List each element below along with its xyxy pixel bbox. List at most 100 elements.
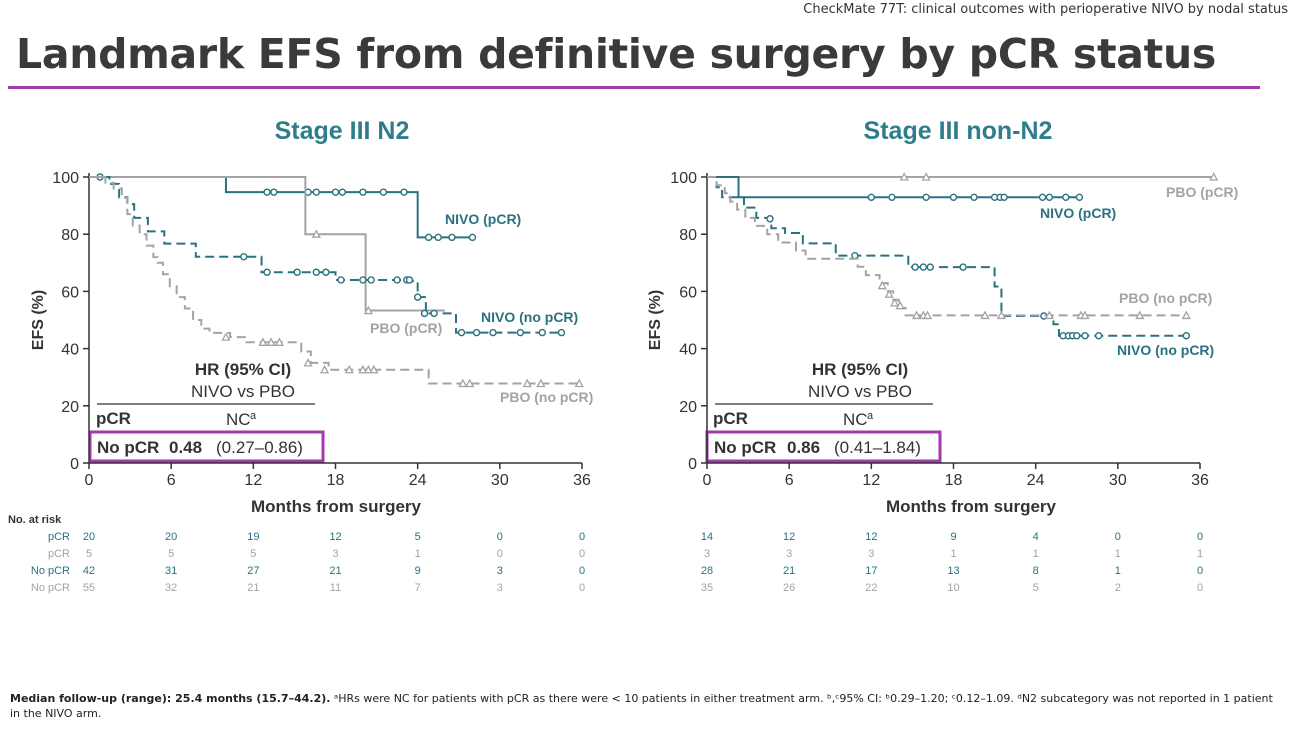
chart-1-risk-value: 55 [83, 582, 95, 594]
chart-1-censor-nivo-pcr [331, 188, 340, 196]
chart-1-risk-row-label: pCR [48, 548, 70, 560]
chart-2-risk-value: 4 [1033, 531, 1039, 543]
chart-2-ylabel: EFS (%) [647, 290, 664, 350]
chart-1-censor-nivo-no-pcr [263, 268, 271, 276]
chart-1-censor-nivo-pcr [312, 188, 321, 196]
chart-2-risk-value: 12 [783, 531, 795, 543]
chart-2-risk-value: 1 [1115, 565, 1121, 577]
chart-1-censor-pbo-no-pcr [258, 337, 268, 346]
chart-2-censor-pbo-no-pcr [890, 297, 900, 307]
chart-1-risk-row-label: pCR [48, 531, 70, 543]
chart-1-risk-value: 0 [579, 531, 585, 543]
chart-1-censor-nivo-no-pcr [240, 253, 248, 261]
chart-1-risk-value: 0 [497, 548, 503, 560]
chart-2-censor-nivo-pcr [970, 193, 978, 202]
chart-1-censor-nivo-no-pcr [367, 276, 375, 284]
chart-1-censor-nivo-no-pcr [420, 309, 429, 318]
footnote-bold: Median follow-up (range): 25.4 months (1… [10, 692, 331, 705]
chart-2-censor-nivo-no-pcr [919, 263, 928, 271]
chart-1-risk-value: 3 [497, 565, 503, 577]
chart-2-censor-nivo-pcr [1062, 193, 1070, 202]
chart-1-censor-pbo-no-pcr [522, 378, 532, 388]
footnote: Median follow-up (range): 25.4 months (1… [10, 691, 1280, 721]
chart-1-nopcr-hr: 0.48 [169, 438, 202, 457]
chart-2-ytick-label: 100 [670, 170, 697, 187]
chart-1-ytick-label: 0 [70, 456, 79, 473]
chart-1-curve-pbo-no-pcr [89, 176, 582, 385]
chart-2-ytick-label: 80 [679, 227, 697, 244]
chart-1-censor-pbo-no-pcr [369, 364, 379, 374]
chart-1-curve-nivo-no-pcr [89, 176, 562, 334]
chart-1-censor-pbo-pcr [363, 305, 373, 315]
chart-2-risk-value: 35 [701, 582, 713, 594]
chart-2-censor-pbo-no-pcr [1181, 310, 1191, 320]
chart-2-risk-value: 3 [704, 548, 710, 560]
chart-1-censor-nivo-no-pcr [457, 328, 466, 337]
chart-2-censor-pbo-no-pcr [884, 289, 894, 298]
chart-2-censor-pbo-no-pcr [1044, 310, 1054, 320]
chart-2-label-pbo-nopcr: PBO (no pCR) [1119, 290, 1212, 306]
chart-1-xtick-label: 6 [167, 472, 176, 489]
chart-1-ytick-label: 100 [52, 170, 79, 187]
chart-2-risk-value: 1 [1197, 548, 1203, 560]
chart-1-risk-value: 21 [247, 582, 259, 594]
chart-1-ytick-label: 20 [61, 399, 79, 416]
chart-1-censor-nivo-pcr [379, 188, 388, 196]
chart-2-risk-value: 22 [865, 582, 877, 594]
chart-2-risk-value: 28 [701, 565, 713, 577]
chart-2-xlabel: Months from surgery [886, 497, 1057, 516]
chart-2-label-nivo-nopcr: NIVO (no pCR) [1117, 342, 1214, 358]
chart-2-censor-nivo-pcr [888, 193, 896, 202]
chart-2-pcr-label: pCR [713, 409, 748, 428]
page-title: Landmark EFS from definitive surgery by … [16, 30, 1216, 78]
chart-1-label-nivo-nopcr: NIVO (no pCR) [481, 309, 578, 325]
chart-1-risk-value: 31 [165, 565, 177, 577]
chart-1-risk-row-label: No pCR [31, 565, 70, 577]
chart-1-risk-value: 7 [415, 582, 421, 594]
chart-2-censor-pbo-no-pcr [1080, 310, 1090, 320]
chart-1-risk-value: 3 [497, 582, 503, 594]
supertitle: CheckMate 77T: clinical outcomes with pe… [803, 2, 1288, 17]
chart-2-xtick-label: 0 [703, 472, 712, 489]
chart-1-censor-nivo-no-pcr [405, 276, 414, 284]
chart-1-xtick-label: 24 [409, 472, 427, 489]
chart-1-censor-pbo-no-pcr [221, 332, 231, 341]
chart-1-risk-value: 32 [165, 582, 177, 594]
chart-2-censor-nivo-pcr [949, 193, 958, 202]
chart-2-censor-pbo-no-pcr [980, 310, 990, 320]
chart-2-censor-nivo-pcr [922, 193, 930, 202]
chart-2-censor-nivo-no-pcr [959, 263, 967, 271]
chart-1-label-pbo-nopcr: PBO (no pCR) [500, 389, 593, 405]
chart-1-nopcr-ci: (0.27–0.86) [216, 438, 303, 457]
chart-2-risk-value: 9 [950, 531, 956, 543]
chart-1-risk-value: 19 [247, 531, 259, 543]
chart-1-censor-pbo-no-pcr [274, 337, 284, 346]
chart-1-censor-nivo-no-pcr [516, 328, 525, 337]
chart-2-ytick-label: 60 [679, 284, 697, 301]
chart-2-censor-nivo-no-pcr [766, 215, 774, 223]
chart-1-pcr-label: pCR [96, 409, 131, 428]
chart-2-risk-value: 3 [868, 548, 874, 560]
chart-1-censor-nivo-no-pcr [472, 328, 481, 337]
chart-1-censor-pbo-pcr [311, 229, 321, 238]
chart-1-censor-pbo-no-pcr [465, 378, 475, 388]
chart-2-risk-value: 0 [1197, 582, 1203, 594]
chart-1-censor-pbo-no-pcr [266, 337, 276, 346]
chart-1-risk-value: 0 [579, 548, 585, 560]
chart-2-censor-nivo-no-pcr [926, 263, 934, 271]
chart-1-ytick-label: 80 [61, 227, 79, 244]
chart-1-risk-value: 20 [165, 531, 177, 543]
chart-2-xtick-label: 30 [1109, 472, 1127, 489]
chart-1-risk-value: 21 [329, 565, 341, 577]
chart-1-censor-nivo-no-pcr [293, 268, 301, 276]
chart-2-pcr-value: NC [843, 410, 868, 429]
chart-1-label-pbo-pcr: PBO (pCR) [370, 320, 442, 336]
chart-2-risk-value: 26 [783, 582, 795, 594]
chart-1-curve-pbo-pcr [89, 176, 446, 312]
chart-1-censor-nivo-pcr [338, 188, 347, 196]
chart-2-nopcr-ci: (0.41–1.84) [834, 438, 921, 457]
chart-1-censor-nivo-no-pcr [489, 328, 497, 337]
chart-2-censor-nivo-no-pcr [1073, 332, 1081, 340]
chart-2-censor-pbo-pcr [921, 172, 931, 181]
